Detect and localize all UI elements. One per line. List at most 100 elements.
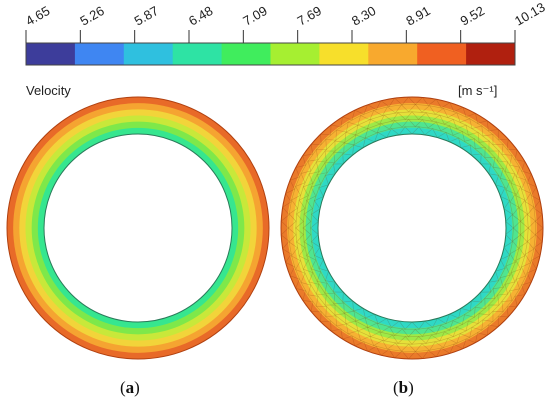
ring-b-mesh-cell (295, 213, 304, 229)
ring-b-mesh-cell (324, 304, 336, 316)
ring-b-mesh-cell (397, 336, 413, 345)
ring-b-mesh-cell (291, 185, 301, 201)
ring-b-mesh-cell (484, 298, 496, 310)
ring-b-mesh-cell (500, 186, 511, 202)
ring-b-mesh-cell (509, 248, 520, 264)
caption-b: (b) (393, 378, 414, 397)
ring-b-mesh-cell (407, 328, 424, 338)
caption-a-label: a (125, 378, 135, 397)
legend-swatch-6 (319, 43, 369, 65)
ring-b-mesh-cell (315, 138, 327, 151)
ring-b-mesh-cell (300, 160, 312, 174)
ring-b-mesh-cell (383, 112, 399, 122)
ring-b-mesh-cell (452, 326, 467, 338)
ring-b-mesh-cell (521, 179, 532, 194)
ring-b-mesh-cell (456, 112, 471, 123)
ring-b-mesh-cell (509, 154, 521, 168)
ring-b-mesh-cell (311, 241, 321, 257)
ring-b-mesh-cell (364, 131, 379, 143)
ring-b-mesh-cell (345, 124, 359, 136)
ring-b-mesh-cell (499, 167, 511, 182)
legend-swatch-2 (123, 43, 174, 65)
velocity-legend: 4.65 5.26 5.87 6.48 7.09 7.69 8.30 8.91 9.52 10.1… (23, 0, 548, 98)
ring-b-mesh-cell (469, 327, 483, 338)
ring-b-mesh-cell (512, 206, 521, 222)
ring-b-mesh-cell (333, 302, 345, 314)
ring-b-mesh-cell (302, 213, 312, 229)
ring-b-mesh-cell (386, 342, 403, 352)
ring-b-mesh-cell (352, 137, 366, 149)
ring-b-mesh-cell (488, 140, 500, 152)
ring-b-mesh-cell (354, 127, 369, 139)
ring-b-mesh-cell (310, 268, 322, 283)
ring-b-mesh-cell (501, 300, 513, 313)
ring-b-mesh-cell (359, 109, 375, 121)
ring-b-mesh-cell (302, 227, 312, 243)
ring-b-mesh-cell (291, 255, 301, 271)
ring-b-mesh-cell (477, 131, 490, 143)
ring-b-mesh-cell (481, 319, 494, 331)
ring-b-mesh-cell (456, 333, 471, 344)
ring-b-mesh-cell (334, 313, 347, 325)
ring-b-mesh-cell (414, 343, 431, 352)
ring-b-mesh-cell (335, 323, 349, 335)
ring-b-mesh-cell (488, 304, 500, 316)
ring-b-mesh-cell (499, 274, 511, 289)
ring-b-mesh-cell (295, 227, 304, 243)
ring-b-mesh-cell (343, 310, 357, 322)
ring-b-mesh-cell (518, 199, 528, 215)
legend-tick-label-0: 4.65 (23, 3, 52, 29)
ring-b-mesh-cell (325, 129, 337, 141)
ring-b-mesh-cell (465, 320, 479, 332)
ring-b-outline (280, 96, 544, 360)
ring-b-mesh-cell (367, 123, 382, 134)
ring-b-mesh-cell (442, 338, 458, 349)
ring-b-mesh-cell (345, 320, 359, 332)
ring-b-mesh-cell (324, 280, 336, 293)
ring-b-mesh-cell (428, 341, 445, 351)
ring-b-hole (317, 133, 507, 323)
ring-b-mesh-cell (324, 140, 336, 152)
legend-unit: [m s⁻¹] (458, 83, 497, 98)
ring-b-mesh-cell (458, 307, 472, 319)
ring-b-mesh-cell (288, 227, 297, 243)
ring-b-mesh-cell (520, 213, 529, 229)
ring-b-mesh-cell (357, 118, 372, 130)
ring-b-mesh-cell (503, 199, 513, 215)
ring-b-mesh-cell (504, 281, 516, 295)
ring-b-mesh-cell (306, 255, 317, 270)
legend-tick-label-8: 9.52 (458, 3, 487, 29)
ring-b-mesh-cell (393, 328, 410, 338)
ring-b-mesh-cell (495, 267, 506, 282)
ring-b-mesh-cell (524, 248, 535, 264)
ring-b-mesh-cell (324, 151, 336, 164)
ring-b-mesh-cell (380, 326, 396, 336)
ring-b-mesh-cell (503, 241, 513, 257)
ring-b-mesh-cell (352, 307, 366, 319)
caption-a: (a) (120, 378, 140, 397)
ring-b-mesh-cell (316, 162, 328, 176)
ring-b-mesh-cell (357, 326, 372, 338)
ring-b-mesh-cell (333, 142, 345, 154)
ring-b-mesh-cell (500, 254, 511, 270)
ring-b-mesh-cell (393, 118, 410, 128)
ring-b-mesh-cell (461, 130, 476, 142)
ring-b-mesh-cell (343, 134, 357, 146)
panel-a-ring (6, 96, 270, 360)
ring-b-mesh-cell (308, 161, 320, 175)
ring-b-mesh-cell (302, 173, 314, 188)
ring-b-mesh-cell (288, 241, 298, 257)
caption-b-label: b (398, 378, 409, 397)
ring-b-mesh-cell (311, 199, 321, 215)
ring-b-mesh-cell (495, 174, 506, 189)
ring-b-mesh-cell (435, 121, 451, 132)
ring-b-mesh-cell (315, 305, 327, 318)
ring-b-mesh-cell (316, 280, 328, 294)
ring-b-mesh-cell (492, 156, 504, 170)
ring-b-mesh-cell (347, 114, 362, 126)
ring-b-mesh-cell (481, 125, 494, 137)
ring-b-mesh-cell (445, 131, 460, 143)
ring-b-mesh-cell (449, 125, 464, 136)
legend-tick-label-7: 8.91 (403, 3, 432, 29)
ring-b-mesh-cell (492, 311, 504, 323)
